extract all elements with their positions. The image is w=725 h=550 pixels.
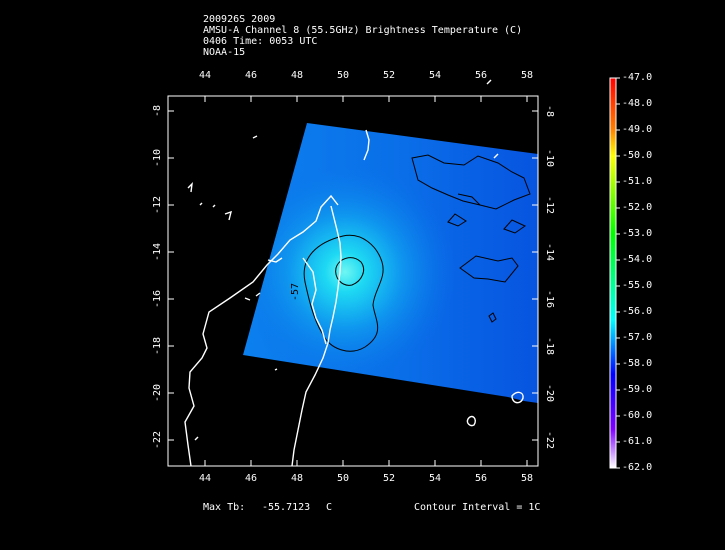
colorbar-label: -57.0	[622, 332, 653, 343]
lat-tick-label-right: -8	[544, 105, 555, 117]
lat-tick-label-right: -22	[544, 431, 555, 449]
max-tb-label: Max Tb:	[203, 502, 246, 513]
title-line-3: 0406 Time: 0053 UTC	[203, 36, 318, 47]
lon-tick-label-bottom: 54	[429, 473, 441, 484]
lat-tick-label-right: -20	[544, 384, 555, 402]
title-line-4: NOAA-15	[203, 47, 246, 58]
colorbar-label: -55.0	[622, 280, 653, 291]
lat-tick-label-left: -12	[152, 196, 163, 214]
title-line-2: AMSU-A Channel 8 (55.5GHz) Brightness Te…	[203, 25, 523, 36]
plot-frame	[167, 95, 539, 467]
max-tb-unit: C	[326, 502, 333, 513]
colorbar-label: -62.0	[622, 462, 653, 473]
colorbar-label: -56.0	[622, 306, 653, 317]
title-line-1: 200926S 2009	[203, 14, 276, 25]
lat-tick-label-left: -14	[152, 243, 163, 261]
axes: 44 44 46 46 48 48 50 50 52 52 54 54 56 56 58 58 -8 -8 -10 -…	[152, 70, 555, 484]
colorbar-label: -47.0	[622, 72, 653, 83]
colorbar-label: -49.0	[622, 124, 653, 135]
lat-tick-label-left: -18	[152, 337, 163, 355]
contour-label: -57	[290, 283, 301, 301]
data-swath	[243, 123, 538, 403]
lon-tick-label-top: 50	[337, 70, 349, 81]
colorbar-label: -54.0	[622, 254, 653, 265]
lat-tick-label-left: -8	[152, 105, 163, 117]
lon-tick-label-top: 46	[245, 70, 257, 81]
lat-tick-label-left: -16	[152, 290, 163, 308]
lon-tick-label-top: 58	[521, 70, 533, 81]
lon-tick-label-bottom: 46	[245, 473, 257, 484]
lon-tick-label-top: 52	[383, 70, 395, 81]
lat-tick-label-left: -22	[152, 431, 163, 449]
colorbar-label: -50.0	[622, 150, 653, 161]
lon-tick-label-top: 44	[199, 70, 211, 81]
lon-tick-label-bottom: 44	[199, 473, 211, 484]
lat-tick-label-right: -14	[544, 243, 555, 261]
contour-interval: Contour Interval = 1C	[414, 502, 541, 513]
lat-tick-label-right: -18	[544, 337, 555, 355]
lon-tick-label-top: 54	[429, 70, 441, 81]
lat-tick-label-right: -16	[544, 290, 555, 308]
colorbar-label: -58.0	[622, 358, 653, 369]
lat-tick-label-right: -10	[544, 149, 555, 167]
colorbar-scale	[609, 77, 617, 469]
colorbar	[609, 77, 620, 469]
colorbar-label: -51.0	[622, 176, 653, 187]
lon-tick-label-bottom: 50	[337, 473, 349, 484]
colorbar-label: -52.0	[622, 202, 653, 213]
colorbar-label: -61.0	[622, 436, 653, 447]
contour-lines	[303, 154, 531, 352]
lon-tick-label-bottom: 48	[291, 473, 303, 484]
lat-tick-label-right: -12	[544, 196, 555, 214]
coastline	[184, 79, 524, 467]
colorbar-label: -48.0	[622, 98, 653, 109]
lat-tick-label-left: -20	[152, 384, 163, 402]
lon-tick-label-bottom: 58	[521, 473, 533, 484]
colorbar-label: -60.0	[622, 410, 653, 421]
lon-tick-label-top: 48	[291, 70, 303, 81]
colorbar-label: -59.0	[622, 384, 653, 395]
lat-tick-label-left: -10	[152, 149, 163, 167]
colorbar-label: -53.0	[622, 228, 653, 239]
lon-tick-label-bottom: 56	[475, 473, 487, 484]
lon-tick-label-top: 56	[475, 70, 487, 81]
lon-tick-label-bottom: 52	[383, 473, 395, 484]
max-tb-value: -55.7123	[262, 502, 311, 513]
